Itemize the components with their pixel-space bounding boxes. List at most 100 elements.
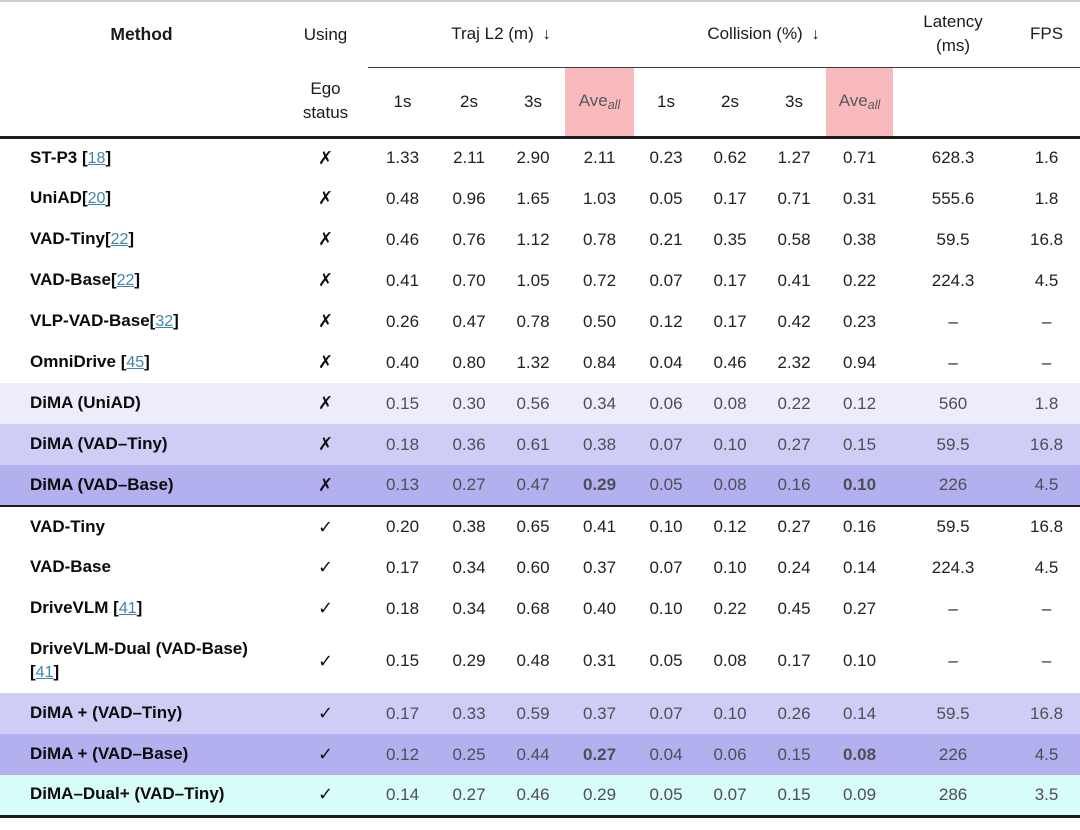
citation-link[interactable]: 41	[118, 600, 137, 618]
ego-status-mark: ✗	[317, 311, 334, 331]
traj-l2-2s-value: 0.36	[437, 424, 501, 465]
header-row-groups: Method Using Traj L2 (m) ↓ Collision (%) ↓…	[0, 1, 1080, 68]
collision-1s-value: 0.21	[649, 229, 683, 249]
traj-l2-1s-value: 0.26	[385, 311, 420, 331]
collision-3s-value: 2.32	[777, 352, 811, 372]
traj-l2-ave-value: 0.78	[582, 229, 617, 249]
ego-status-mark: ✓	[283, 734, 368, 775]
ego-status-mark: ✗	[317, 147, 334, 168]
traj-l2-3s-value: 0.56	[501, 383, 565, 424]
ego-status-mark: ✓	[317, 557, 334, 577]
ego-status-mark: ✓	[283, 775, 368, 818]
collision-ave-value: 0.09	[826, 775, 894, 818]
col-header-collision-2s: 2s	[698, 67, 762, 139]
collision-1s-value: 0.05	[634, 775, 698, 818]
table-row: DriveVLM-Dual (VAD-Base) [41] ✓ 0.15 0.2…	[0, 629, 1080, 693]
traj-l2-3s-value: 0.65	[501, 505, 565, 547]
method-name: VAD-Base	[30, 270, 111, 290]
traj-l2-1s-value: 0.13	[368, 465, 437, 506]
fps-value: –	[1041, 651, 1052, 670]
down-arrow-icon: ↓	[542, 26, 551, 44]
collision-ave-value: 0.10	[826, 465, 894, 506]
traj-l2-2s-value: 0.34	[452, 598, 486, 618]
traj-l2-1s-value: 0.15	[385, 651, 420, 670]
citation-link[interactable]: 22	[116, 272, 135, 290]
table-row: OmniDrive [45] ✗ 0.40 0.80 1.32 0.84 0.0…	[0, 342, 1080, 383]
latency-value: 59.5	[893, 424, 1014, 465]
collision-1s-value: 0.10	[649, 598, 683, 618]
traj-l2-1s-value: 0.48	[385, 188, 420, 208]
citation-link[interactable]: 32	[155, 313, 174, 331]
col-header-traj-2s: 2s	[437, 67, 501, 139]
traj-l2-1s-value: 0.14	[368, 775, 437, 818]
traj-l2-2s-value: 0.76	[452, 229, 486, 249]
collision-1s-value: 0.07	[649, 270, 683, 290]
method-cell: OmniDrive [45]	[0, 342, 283, 383]
table-row: VAD-Base[] ✓ 0.17 0.34 0.60 0.37 0.07 0.…	[0, 547, 1080, 588]
empty-header-cell	[1013, 67, 1080, 139]
col-header-latency: Latency (ms)	[893, 1, 1014, 68]
fps-value: 16.8	[1013, 693, 1080, 734]
collision-2s-value: 0.07	[698, 775, 762, 818]
traj-l2-3s-value: 1.05	[516, 270, 550, 290]
latency-value: 555.6	[931, 188, 975, 208]
method-cell: VAD-Base[]	[0, 547, 283, 588]
method-cell: ST-P3 [18]	[0, 137, 283, 178]
traj-l2-1s-value: 0.15	[368, 383, 437, 424]
traj-l2-3s-value: 0.47	[501, 465, 565, 506]
method-name: DriveVLM-Dual (VAD-Base)	[30, 639, 248, 659]
citation-link[interactable]: 41	[35, 664, 54, 681]
method-cell: DiMA (UniAD)[]	[0, 383, 283, 424]
collision-1s-value: 0.12	[649, 311, 683, 331]
collision-1s-value: 0.05	[634, 465, 698, 506]
collision-ave-value: 0.31	[842, 188, 877, 208]
collision-2s-value: 0.17	[713, 311, 747, 331]
fps-value: 3.5	[1013, 775, 1080, 818]
latency-value: –	[948, 651, 958, 670]
traj-l2-ave-value: 0.29	[565, 465, 634, 506]
citation: [41]	[30, 662, 60, 681]
method-name: VAD-Tiny	[30, 516, 105, 536]
col-header-using: Using	[303, 24, 348, 44]
citation-link[interactable]: 45	[126, 354, 145, 372]
latency-value: 628.3	[931, 148, 975, 168]
collision-ave-value: 0.12	[826, 383, 894, 424]
traj-l2-2s-value: 0.29	[452, 651, 486, 670]
col-header-traj-3s: 3s	[501, 67, 565, 139]
fps-value: 4.5	[1034, 270, 1059, 290]
citation-link[interactable]: 22	[110, 231, 129, 249]
collision-2s-value: 0.62	[713, 148, 747, 168]
collision-3s-value: 0.26	[762, 693, 826, 734]
traj-l2-3s-value: 1.65	[516, 188, 550, 208]
citation: [20]	[81, 188, 112, 208]
ego-status-mark: ✓	[317, 650, 334, 671]
latency-value: 224.3	[931, 557, 975, 577]
collision-3s-value: 1.27	[777, 148, 811, 168]
traj-l2-ave-value: 0.34	[565, 383, 634, 424]
collision-ave-value: 0.71	[842, 148, 877, 168]
collision-2s-value: 0.46	[713, 352, 747, 372]
table-row: DiMA–Dual+ (VAD–Tiny)[] ✓ 0.14 0.27 0.46…	[0, 775, 1080, 818]
table-row: VAD-Tiny[] ✓ 0.20 0.38 0.65 0.41 0.10 0.…	[0, 505, 1080, 547]
citation: [18]	[81, 147, 112, 167]
traj-l2-2s-value: 0.96	[452, 188, 486, 208]
traj-l2-ave-value: 0.37	[582, 557, 617, 577]
method-name: VLP-VAD-Base	[30, 311, 150, 331]
col-header-collision-1s: 1s	[634, 67, 698, 139]
collision-3s-value: 0.17	[777, 651, 811, 670]
table-row: VAD-Tiny[22] ✗ 0.46 0.76 1.12 0.78 0.21 …	[0, 219, 1080, 260]
traj-l2-3s-value: 0.60	[516, 557, 550, 577]
method-cell: DiMA + (VAD–Tiny)[]	[0, 693, 283, 734]
ego-status-mark: ✗	[317, 270, 334, 290]
traj-l2-1s-value: 0.18	[368, 424, 437, 465]
collision-2s-value: 0.22	[713, 598, 747, 618]
collision-1s-value: 0.07	[649, 557, 683, 577]
citation-link[interactable]: 20	[87, 190, 106, 208]
traj-l2-3s-value: 2.90	[516, 148, 550, 168]
latency-value: –	[948, 352, 958, 372]
method-name: ST-P3	[30, 147, 82, 167]
collision-3s-value: 0.45	[777, 598, 811, 618]
collision-ave-value: 0.10	[842, 651, 877, 670]
col-header-fps: FPS	[1013, 1, 1080, 68]
citation-link[interactable]: 18	[87, 149, 106, 167]
